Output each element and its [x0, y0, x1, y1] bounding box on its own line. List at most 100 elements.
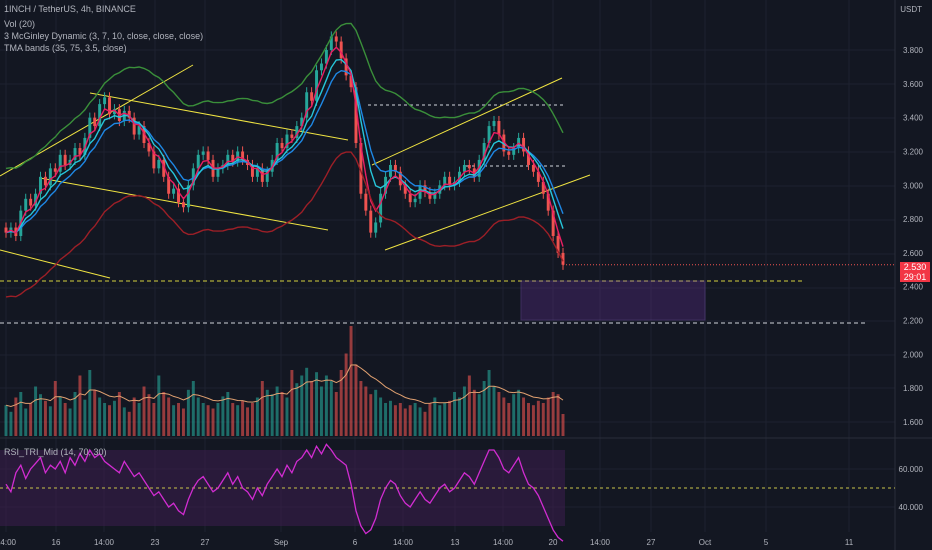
- volume-bar: [162, 392, 166, 436]
- candle-body: [58, 154, 62, 172]
- bar-countdown-label: 29:01: [900, 272, 930, 282]
- candle-body: [448, 176, 452, 186]
- study-tma-bands[interactable]: TMA bands (35, 75, 3.5, close): [4, 43, 127, 53]
- candle-body: [541, 181, 545, 194]
- volume-bar: [255, 397, 259, 436]
- candle-body: [477, 159, 481, 177]
- candle-body: [329, 36, 333, 50]
- volume-bar: [246, 407, 250, 436]
- volume-bar: [191, 381, 195, 436]
- currency-label: USDT: [900, 5, 922, 14]
- price-tick-label: 3.200: [903, 147, 924, 156]
- volume-bar: [349, 326, 353, 436]
- candle-body: [344, 58, 348, 76]
- volume-bar: [152, 403, 156, 436]
- candle-body: [53, 168, 57, 172]
- volume-bar: [93, 389, 97, 436]
- tma-upper-band: [5, 22, 564, 170]
- candle-body: [231, 154, 235, 162]
- candle-body: [63, 154, 67, 165]
- volume-bar: [216, 403, 220, 436]
- candle-body: [379, 193, 383, 223]
- volume-bar: [531, 405, 535, 436]
- candle-body: [512, 148, 516, 155]
- candle-body: [172, 188, 176, 194]
- symbol-title[interactable]: 1INCH / TetherUS, 4h, BINANCE: [4, 4, 136, 14]
- candle-body: [265, 171, 269, 182]
- candle-body: [127, 110, 131, 118]
- study-mcginley[interactable]: 3 McGinley Dynamic (3, 7, 10, close, clo…: [4, 31, 204, 41]
- candle-body: [393, 164, 397, 172]
- volume-bar: [467, 375, 471, 436]
- candle-body: [285, 134, 289, 149]
- time-tick-label: 16: [52, 538, 61, 547]
- volume-bar: [379, 397, 383, 436]
- volume-bar: [48, 406, 52, 436]
- time-tick-label: 14:00: [94, 538, 115, 547]
- volume-bar: [393, 405, 397, 436]
- volume-bar: [43, 400, 47, 436]
- volume-bar: [300, 375, 304, 436]
- candle-body: [78, 148, 82, 155]
- candle-body: [108, 97, 111, 115]
- volume-bar: [201, 403, 205, 436]
- volume-bar: [132, 397, 136, 436]
- time-tick-label: 27: [201, 538, 210, 547]
- candle-body: [186, 185, 190, 208]
- volume-bar: [305, 367, 309, 436]
- price-tick-label: 3.800: [903, 46, 924, 55]
- volume-bar: [231, 403, 235, 436]
- candle-body: [39, 176, 42, 194]
- price-tick-label: 2.000: [903, 350, 924, 359]
- volume-bar: [354, 364, 358, 436]
- candle-body: [413, 198, 417, 203]
- volume-bar: [280, 392, 284, 436]
- price-tick-label: 3.600: [903, 80, 924, 89]
- candle-body: [546, 193, 550, 211]
- candle-body: [241, 151, 245, 160]
- candle-body: [443, 176, 447, 186]
- candle-body: [24, 198, 28, 211]
- candle-body: [319, 63, 323, 71]
- volume-bar: [536, 400, 540, 436]
- volume-bar: [14, 397, 18, 436]
- volume-bar: [512, 394, 516, 436]
- candle-body: [349, 75, 353, 88]
- candle-body: [467, 164, 471, 169]
- study-volume[interactable]: Vol (20): [4, 19, 36, 29]
- volume-bar: [275, 386, 279, 436]
- volume-bar: [522, 397, 526, 436]
- candle-body: [43, 176, 47, 186]
- volume-bar: [448, 400, 452, 436]
- candle-body: [162, 159, 166, 177]
- candle-body: [369, 210, 373, 233]
- price-tick-label: 2.200: [903, 317, 924, 326]
- volume-bar: [260, 381, 264, 436]
- candle-body: [536, 171, 540, 182]
- volume-bar: [226, 392, 230, 436]
- target-zone-box: [520, 280, 706, 321]
- time-tick-label: 27: [647, 538, 656, 547]
- volume-bar: [9, 411, 13, 436]
- candle-body: [250, 164, 254, 177]
- tma-lower-band: [5, 151, 564, 298]
- time-tick-label: 5: [764, 538, 769, 547]
- volume-bar: [359, 381, 363, 436]
- study-rsi[interactable]: RSI_TRI_Mid (14, 70, 30): [4, 447, 107, 457]
- candle-body: [531, 164, 535, 172]
- volume-bar: [315, 372, 319, 436]
- volume-bar: [339, 370, 343, 436]
- volume-bar: [443, 403, 447, 436]
- candle-body: [507, 151, 511, 155]
- price-tick-label: 3.000: [903, 181, 924, 190]
- volume-bar: [112, 400, 116, 436]
- volume-bar: [127, 411, 131, 436]
- volume-bar: [117, 392, 121, 436]
- candle-body: [290, 134, 294, 138]
- volume-bar: [142, 386, 146, 436]
- mcginley-line-slow: [5, 69, 564, 234]
- volume-bar: [250, 403, 254, 436]
- volume-bar: [186, 389, 190, 436]
